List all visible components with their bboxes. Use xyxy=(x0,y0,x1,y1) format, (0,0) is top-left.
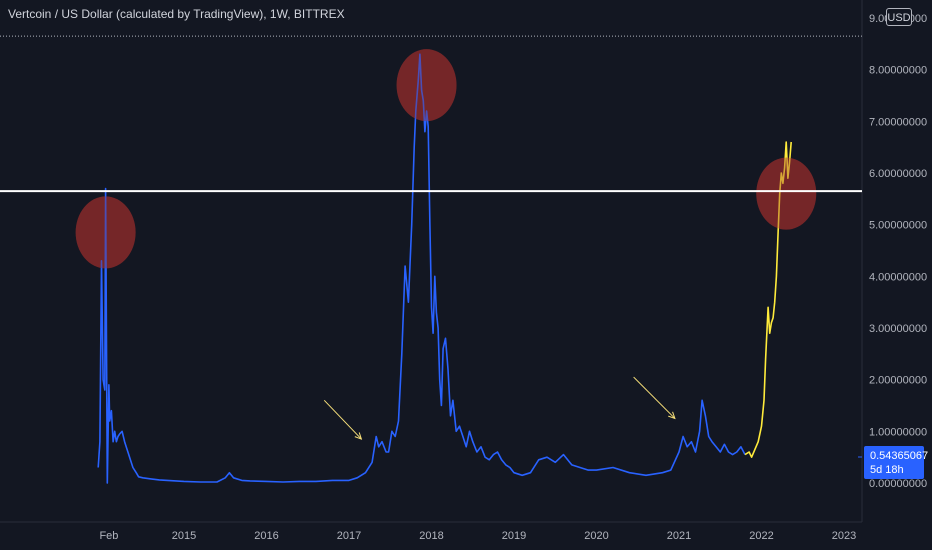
chart-title: Vertcoin / US Dollar (calculated by Trad… xyxy=(8,7,345,21)
x-tick-label: Feb xyxy=(99,530,118,542)
highlight-circle-overlay xyxy=(756,157,817,230)
highlight-circle xyxy=(756,157,817,230)
x-tick-label: 2021 xyxy=(667,530,691,542)
last-price-badge: 0.54365067 5d 18h xyxy=(864,446,929,479)
projection-series-line xyxy=(744,141,792,459)
price-series-line xyxy=(97,53,746,484)
x-tick-label: 2015 xyxy=(172,530,196,542)
x-tick-label: 2017 xyxy=(337,530,361,542)
currency-button[interactable]: USD xyxy=(886,8,912,26)
x-tick-label: 2019 xyxy=(502,530,526,542)
highlight-circle-overlay xyxy=(75,196,136,269)
highlight-circle-overlay xyxy=(396,49,457,122)
y-tick-label: 4.00000000 xyxy=(869,271,927,283)
y-tick-label: 5.00000000 xyxy=(869,220,927,232)
y-tick-label: 1.00000000 xyxy=(869,426,927,438)
x-tick-label: 2022 xyxy=(749,530,773,542)
annotation-arrowhead xyxy=(668,411,676,420)
x-tick-label: 2020 xyxy=(584,530,608,542)
highlight-circle xyxy=(396,49,457,122)
annotation-arrow xyxy=(323,399,362,440)
y-tick-label: 8.00000000 xyxy=(869,65,927,77)
x-tick-label: 2016 xyxy=(254,530,278,542)
x-tick-label: 2023 xyxy=(832,530,856,542)
y-tick-label: 0.00000000 xyxy=(869,478,927,490)
y-tick-label: 7.00000000 xyxy=(869,116,927,128)
y-tick-label: 2.00000000 xyxy=(869,375,927,387)
y-tick-label: 6.00000000 xyxy=(869,168,927,180)
last-price-value: 0.54365067 xyxy=(870,450,929,462)
annotation-arrowhead xyxy=(354,432,363,440)
bar-countdown: 5d 18h xyxy=(870,464,904,476)
x-tick-label: 2018 xyxy=(419,530,443,542)
annotation-arrow xyxy=(633,376,676,419)
y-tick-label: 3.00000000 xyxy=(869,323,927,335)
